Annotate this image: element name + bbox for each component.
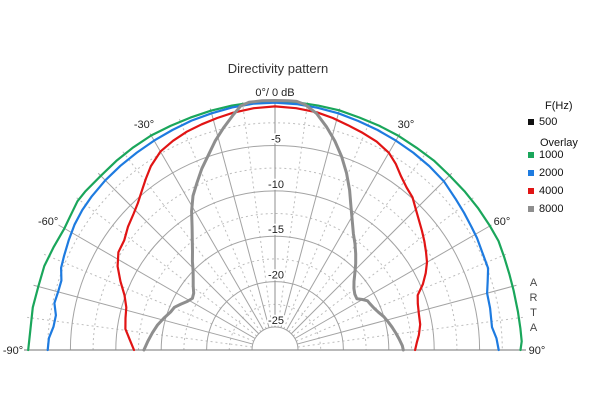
- legend-overlay-header: Overlay: [540, 137, 578, 149]
- curve-2000hz: [46, 101, 500, 352]
- legend-swatch-8000: [528, 206, 534, 212]
- apex-label: 0°/ 0 dB: [255, 87, 294, 99]
- db-label--5: -5: [271, 133, 281, 145]
- grid-spoke-solid: [286, 133, 401, 331]
- angle-label-30: 30°: [398, 119, 415, 131]
- db-label--10: -10: [268, 179, 284, 191]
- legend-label-500: 500: [539, 116, 558, 128]
- curve-8000hz: [142, 99, 405, 352]
- legend-item-8000: 8000: [528, 202, 563, 216]
- legend-item-500: 500: [528, 115, 557, 129]
- db-label--15: -15: [268, 224, 284, 236]
- legend-label-2000: 2000: [539, 167, 564, 179]
- angle-label-90: 90°: [529, 345, 546, 357]
- grid-spoke-solid: [58, 224, 256, 339]
- grid-ring-dashed: [138, 213, 412, 351]
- db-label--25: -25: [268, 315, 284, 327]
- legend-freq-header: F(Hz): [545, 100, 573, 112]
- angle-label--30: -30°: [134, 119, 154, 131]
- legend-swatch-500: [528, 119, 534, 125]
- legend-label-8000: 8000: [539, 203, 564, 215]
- legend-label-1000: 1000: [539, 149, 564, 161]
- legend-swatch-2000: [528, 170, 534, 176]
- grid-spoke-solid: [294, 224, 492, 339]
- legend-swatch-1000: [528, 152, 534, 158]
- grid-spoke-solid: [297, 284, 517, 345]
- angle-label--90: -90°: [3, 345, 23, 357]
- db-label--20: -20: [268, 270, 284, 282]
- legend-item-2000: 2000: [528, 166, 563, 180]
- legend-label-4000: 4000: [539, 185, 564, 197]
- grid-spoke-solid: [290, 172, 453, 335]
- page-title: Directivity pattern: [227, 61, 329, 76]
- grid-ring-solid: [251, 326, 299, 351]
- grid-spoke-solid: [33, 284, 253, 345]
- grid-spoke-dashed: [277, 102, 309, 328]
- legend-swatch-4000: [528, 188, 534, 194]
- grid-spoke-solid: [209, 108, 270, 328]
- angle-label-60: 60°: [494, 216, 511, 228]
- grid-spoke-dashed: [27, 316, 253, 348]
- curve-4000hz: [116, 105, 429, 352]
- angle-label--60: -60°: [38, 216, 58, 228]
- grid-spoke-solid: [97, 172, 260, 335]
- grid-spoke-solid: [149, 133, 264, 331]
- legend-item-1000: 1000: [528, 148, 563, 162]
- legend-item-4000: 4000: [528, 184, 563, 198]
- grid-spoke-solid: [280, 108, 341, 328]
